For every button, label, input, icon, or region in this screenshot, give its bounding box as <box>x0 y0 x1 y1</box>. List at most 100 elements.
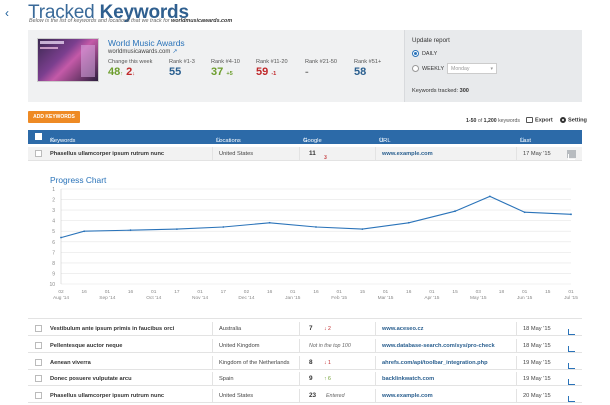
data-point <box>407 221 410 224</box>
data-point <box>570 213 572 216</box>
table-row[interactable]: Vestibulum ante ipsum primis in faucibus… <box>28 322 582 336</box>
table-header: ⇅Keywords ⇅Locations ⇅Google Rank (chang… <box>28 130 582 156</box>
row-url[interactable]: www.example.com <box>382 151 433 157</box>
col-label: URL <box>379 138 391 144</box>
y-tick-label: 9 <box>52 271 55 277</box>
row-location: Spain <box>219 376 234 382</box>
count-unit: keywords <box>498 118 520 124</box>
x-tick-day: 16 <box>406 289 412 295</box>
x-tick-month: Jan '15 <box>285 295 301 301</box>
settings-button[interactable]: Setting <box>560 117 587 123</box>
daily-label: DAILY <box>422 51 438 57</box>
arrow-up-icon: ↑ <box>120 71 124 77</box>
row-note: Entered <box>326 393 345 399</box>
chevron-down-icon: ▾ <box>490 66 493 72</box>
y-tick-label: 3 <box>52 208 55 214</box>
x-tick-day: 17 <box>174 289 180 295</box>
summary-panel: World Music Awards worldmusicawards.com ↗… <box>28 30 582 102</box>
count-total: 1,200 <box>483 118 497 124</box>
sort-icon: ⇅ <box>303 138 308 144</box>
row-url[interactable]: www.aceseo.cz <box>382 326 424 332</box>
arrow-down-icon: ↓ 1 <box>324 360 331 366</box>
table-row[interactable]: Aenean viverra Kingdom of the Netherlands… <box>28 356 582 370</box>
weekly-radio[interactable] <box>412 65 419 72</box>
chart-toggle-icon[interactable] <box>567 392 576 402</box>
y-tick-label: 1 <box>52 187 55 193</box>
table-row[interactable]: Pellentesque auctor neque United Kingdom N… <box>28 339 582 353</box>
stat-rank-11-20: Rank #11-20 59 -1 <box>256 59 288 78</box>
stat-value: 55 <box>169 66 182 78</box>
row-url[interactable]: backlinkwatch.com <box>382 376 435 382</box>
back-chevron-icon[interactable]: ‹ <box>5 6 9 20</box>
sort-icon: ⇅ <box>50 138 55 144</box>
row-location: United Kingdom <box>219 343 260 349</box>
row-checkbox[interactable] <box>35 150 42 157</box>
arrow-down-icon: ↓ 2 <box>324 326 331 332</box>
weekday-select[interactable]: Monday ▾ <box>447 63 497 74</box>
y-tick-label: 5 <box>52 229 55 235</box>
tracked-label: Keywords tracked: <box>412 88 459 94</box>
row-rank: 11 <box>309 150 316 157</box>
x-tick-day: 01 <box>105 289 111 295</box>
stat-delta: -1 <box>271 71 277 77</box>
row-location: United States <box>219 151 254 157</box>
row-rank: 7 <box>309 325 313 332</box>
stat-rank-51-plus: Rank #51+ 58 <box>354 59 381 78</box>
sort-icon: ⇅ <box>520 138 525 144</box>
stat-value: 58 <box>354 66 367 78</box>
row-url[interactable]: www.example.com <box>382 393 433 399</box>
settings-label: Setting <box>568 117 587 124</box>
external-link-icon[interactable]: ↗ <box>172 49 178 55</box>
arrow-down-icon: ↓ <box>132 71 136 77</box>
table-row[interactable]: Phasellus ullamcorper ipsum rutrum nunc U… <box>28 389 582 403</box>
row-date: 18 May '15 <box>523 343 551 349</box>
daily-radio[interactable] <box>412 50 419 57</box>
col-label: Keywords <box>50 138 76 144</box>
stat-label: Rank #11-20 <box>256 59 288 65</box>
y-tick-label: 2 <box>52 198 55 204</box>
data-point <box>222 226 225 228</box>
chart-toggle-icon[interactable] <box>567 150 576 160</box>
table-row[interactable]: Phasellus ullamcorper ipsum rutrum nunc … <box>28 147 582 161</box>
data-point <box>176 228 178 231</box>
row-checkbox[interactable] <box>35 359 42 366</box>
chart-toggle-icon[interactable] <box>567 375 576 385</box>
x-tick-month: Oct '14 <box>146 295 161 301</box>
row-keyword: Phasellus ullamcorper ipsum rutrum nunc <box>50 151 165 157</box>
add-keywords-button[interactable]: ADD KEYWORDS <box>28 111 80 123</box>
x-tick-month: Dec '14 <box>238 295 254 301</box>
stat-value: - <box>305 66 309 78</box>
row-location: Australia <box>219 326 242 332</box>
row-keyword: Phasellus ullamcorper ipsum rutrum nunc <box>50 393 165 399</box>
x-tick-day: 16 <box>82 289 88 295</box>
table-row[interactable]: Donec posuere vulputate arcu Spain 9 ↑ 6 bac… <box>28 372 582 386</box>
row-checkbox[interactable] <box>35 325 42 332</box>
x-tick-day: 01 <box>429 289 435 295</box>
row-checkbox[interactable] <box>35 392 42 399</box>
title-light: Tracked <box>28 2 95 23</box>
export-button[interactable]: Export <box>526 117 553 123</box>
select-all-checkbox[interactable] <box>35 133 42 140</box>
stat-label: Rank #4-10 <box>211 59 240 65</box>
title-bold: Keywords <box>99 2 189 23</box>
x-tick-day: 15 <box>360 289 366 295</box>
x-tick-day: 01 <box>568 289 574 295</box>
export-label: Export <box>535 117 553 124</box>
chart-toggle-icon[interactable] <box>567 325 576 335</box>
row-url[interactable]: www.database-search.com/sys/pro-check <box>382 343 495 349</box>
row-location: United States <box>219 393 254 399</box>
row-url[interactable]: ahrefs.com/api/toolbar_integration.php <box>382 360 488 366</box>
chart-toggle-icon[interactable] <box>567 342 576 352</box>
row-note: Not in the top 100 <box>309 343 351 349</box>
x-tick-day: 01 <box>197 289 203 295</box>
subtitle-text: Below is the list of keywords and locati… <box>29 18 170 24</box>
row-checkbox[interactable] <box>35 342 42 349</box>
chart-toggle-icon[interactable] <box>567 359 576 369</box>
page-subtitle: Below is the list of keywords and locati… <box>29 18 232 24</box>
site-name-link[interactable]: World Music Awards <box>108 38 185 48</box>
x-tick-day: 16 <box>128 289 134 295</box>
x-tick-day: 01 <box>337 289 343 295</box>
x-tick-day: 02 <box>244 289 250 295</box>
row-checkbox[interactable] <box>35 375 42 382</box>
data-point <box>361 228 364 231</box>
